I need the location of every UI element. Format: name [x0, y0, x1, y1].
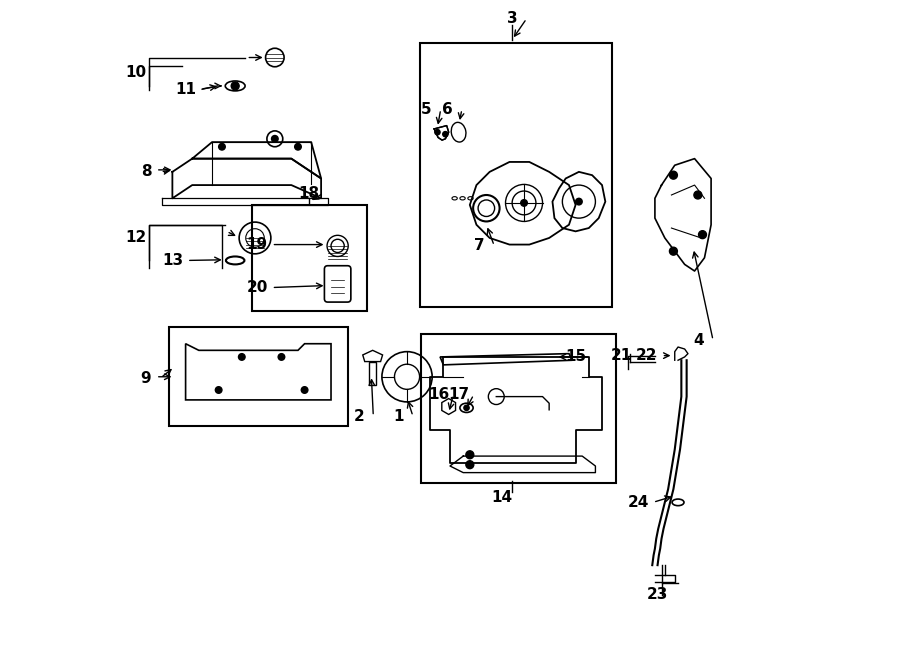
Circle shape	[231, 82, 239, 90]
Text: 7: 7	[474, 239, 485, 253]
Text: 19: 19	[247, 237, 267, 252]
Circle shape	[670, 247, 678, 255]
Text: 22: 22	[636, 348, 658, 363]
Circle shape	[294, 143, 302, 150]
Text: 17: 17	[449, 387, 470, 402]
Circle shape	[215, 387, 222, 393]
Text: 10: 10	[125, 65, 147, 80]
Text: 18: 18	[299, 186, 320, 200]
Text: 4: 4	[693, 333, 704, 348]
Circle shape	[466, 451, 473, 459]
Circle shape	[272, 136, 278, 142]
Text: 21: 21	[611, 348, 633, 363]
Text: 16: 16	[428, 387, 449, 402]
Text: 14: 14	[491, 490, 513, 504]
Text: 9: 9	[140, 371, 151, 385]
Circle shape	[302, 387, 308, 393]
Circle shape	[219, 143, 225, 150]
Circle shape	[698, 231, 706, 239]
Circle shape	[435, 130, 440, 135]
Text: 20: 20	[247, 280, 267, 295]
Circle shape	[670, 171, 678, 179]
Circle shape	[466, 461, 473, 469]
Text: 12: 12	[125, 231, 147, 245]
Circle shape	[521, 200, 527, 206]
Text: 11: 11	[176, 82, 196, 97]
Circle shape	[278, 354, 284, 360]
Text: 2: 2	[354, 409, 364, 424]
Circle shape	[443, 132, 448, 137]
Text: 15: 15	[565, 350, 586, 364]
Text: 24: 24	[627, 495, 649, 510]
Text: 23: 23	[647, 588, 668, 602]
Text: 5: 5	[421, 102, 431, 116]
Text: 1: 1	[393, 409, 404, 424]
Circle shape	[694, 191, 702, 199]
Circle shape	[266, 48, 284, 67]
Text: 13: 13	[162, 253, 183, 268]
Text: 8: 8	[140, 165, 151, 179]
Circle shape	[238, 354, 245, 360]
FancyBboxPatch shape	[369, 362, 376, 385]
Circle shape	[464, 405, 469, 410]
Text: 6: 6	[442, 102, 453, 116]
Text: 3: 3	[507, 11, 517, 26]
Circle shape	[576, 198, 582, 205]
